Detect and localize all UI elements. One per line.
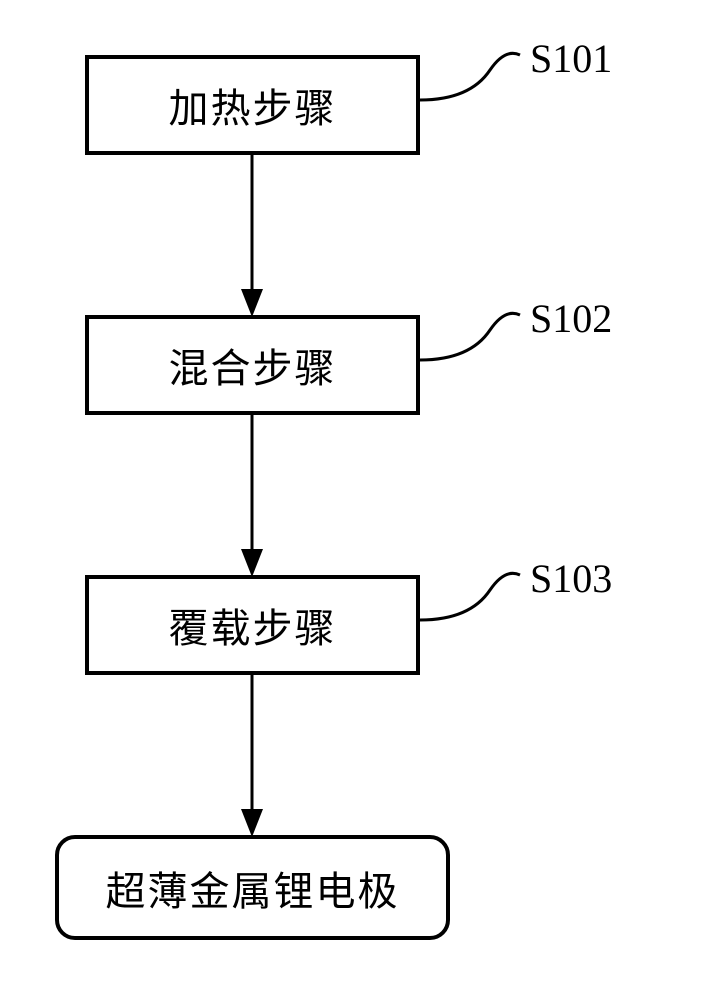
flowchart-diagram: 加热步骤 S101 混合步骤 S102 覆载步骤 S103 超薄金属锂电极 bbox=[0, 0, 703, 1000]
step-label-1: S101 bbox=[530, 35, 612, 82]
flow-box-step2: 混合步骤 bbox=[85, 315, 420, 415]
flow-box-label: 加热步骤 bbox=[169, 76, 337, 134]
step-label-2: S102 bbox=[530, 295, 612, 342]
flow-box-label: 超薄金属锂电极 bbox=[106, 859, 400, 917]
connector-curve-1 bbox=[420, 40, 530, 120]
flow-box-step3: 覆载步骤 bbox=[85, 575, 420, 675]
flow-arrow-1 bbox=[238, 155, 266, 317]
flow-box-label: 混合步骤 bbox=[169, 336, 337, 394]
connector-curve-2 bbox=[420, 300, 530, 380]
flow-box-label: 覆载步骤 bbox=[169, 596, 337, 654]
flow-arrow-2 bbox=[238, 415, 266, 577]
flow-box-step1: 加热步骤 bbox=[85, 55, 420, 155]
flow-box-result: 超薄金属锂电极 bbox=[55, 835, 450, 940]
connector-curve-3 bbox=[420, 560, 530, 640]
step-label-3: S103 bbox=[530, 555, 612, 602]
flow-arrow-3 bbox=[238, 675, 266, 837]
